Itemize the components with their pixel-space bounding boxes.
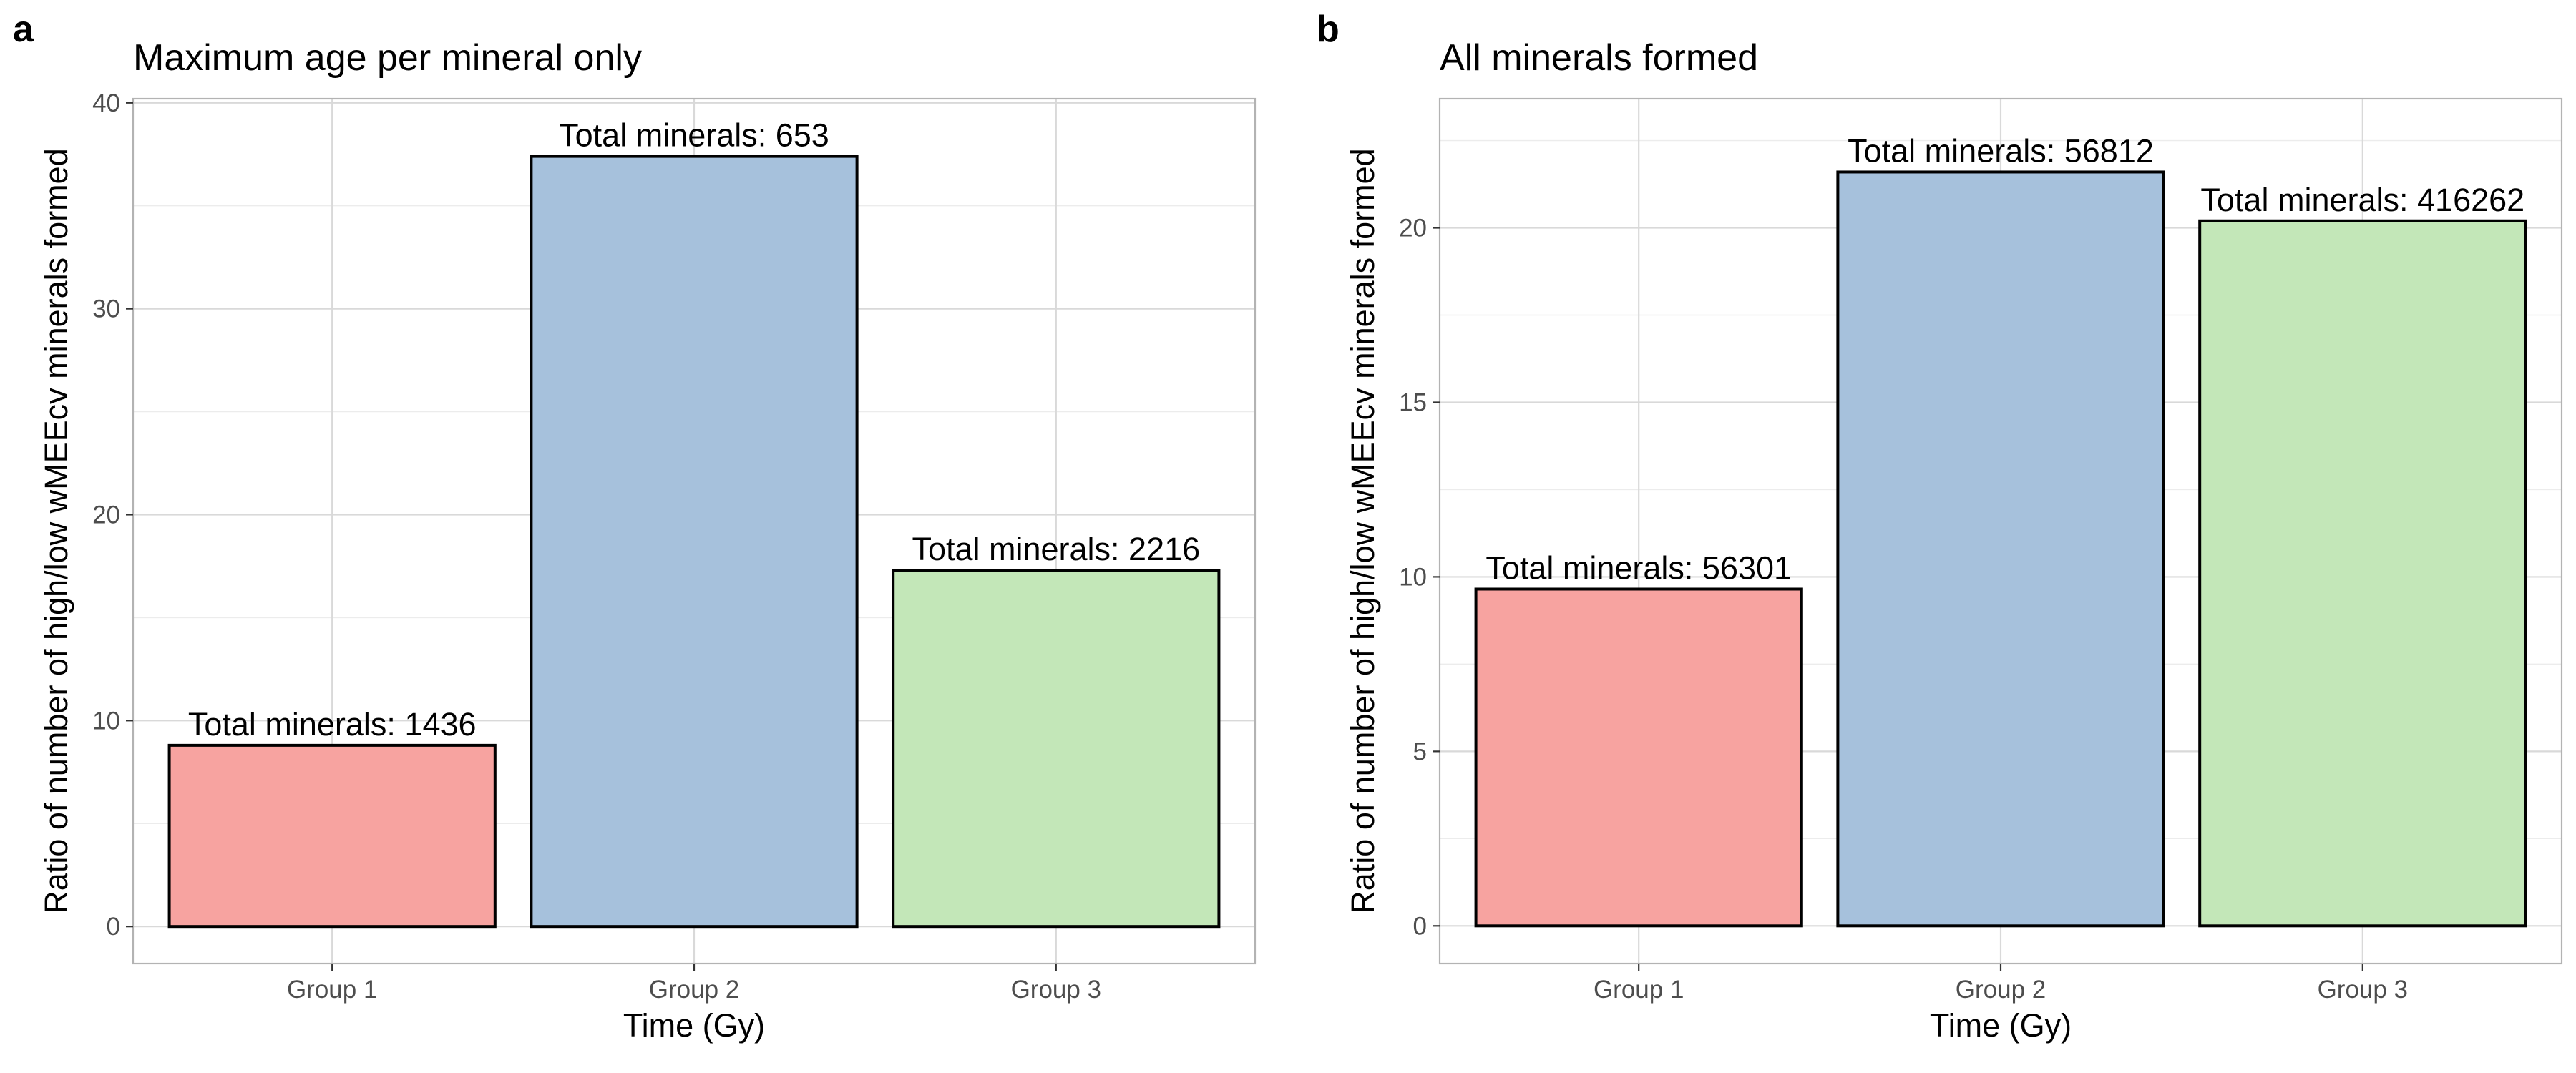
y-tick-label: 10 — [1399, 563, 1427, 591]
x-tick-label: Group 1 — [1594, 976, 1684, 1004]
bar-group-1 — [167, 743, 497, 929]
y-tick-label: 20 — [92, 501, 120, 529]
bar-label: Total minerals: 56812 — [1848, 132, 2154, 169]
x-axis-title: Time (Gy) — [1930, 1007, 2072, 1044]
x-tick-label: Group 2 — [1956, 976, 2046, 1004]
x-tick-label: Group 3 — [1011, 976, 1101, 1004]
x-tick-label: Group 1 — [287, 976, 377, 1004]
bar-label: Total minerals: 416262 — [2200, 182, 2524, 218]
bar-group-2 — [530, 155, 859, 929]
y-tick-label: 10 — [92, 707, 120, 735]
bar-label: Total minerals: 1436 — [188, 706, 477, 743]
y-axis-title: Ratio of number of high/low wMEEcv miner… — [1345, 148, 1381, 913]
bar-group-1 — [1474, 587, 1803, 928]
panel-a: a Maximum age per mineral only Total miner… — [13, 9, 1257, 1044]
bar-group-3 — [892, 569, 1221, 929]
chart-title: All minerals formed — [1440, 37, 1758, 79]
y-tick-label: 30 — [92, 295, 120, 323]
y-tick-label: 15 — [1399, 388, 1427, 416]
y-axis-title: Ratio of number of high/low wMEEcv miner… — [38, 148, 74, 913]
bar-group-2 — [1836, 170, 2165, 928]
y-tick-label: 0 — [107, 913, 120, 941]
panel-letter: a — [13, 9, 34, 50]
bar-label: Total minerals: 653 — [559, 117, 829, 154]
bar-group-3 — [2198, 219, 2527, 928]
x-axis-title: Time (Gy) — [623, 1007, 765, 1044]
y-tick-label: 20 — [1399, 215, 1427, 242]
x-tick-label: Group 2 — [649, 976, 739, 1004]
y-tick-label: 5 — [1413, 738, 1427, 765]
bar-label: Total minerals: 56301 — [1485, 549, 1792, 586]
panel-letter: b — [1317, 9, 1340, 50]
y-tick-label: 40 — [92, 89, 120, 117]
chart-title: Maximum age per mineral only — [133, 37, 642, 79]
y-tick-label: 0 — [1413, 912, 1427, 940]
panel-b: b All minerals formed Total minerals: 5630… — [1317, 9, 2563, 1044]
bar-label: Total minerals: 2216 — [912, 531, 1200, 567]
x-tick-label: Group 3 — [2318, 976, 2408, 1004]
